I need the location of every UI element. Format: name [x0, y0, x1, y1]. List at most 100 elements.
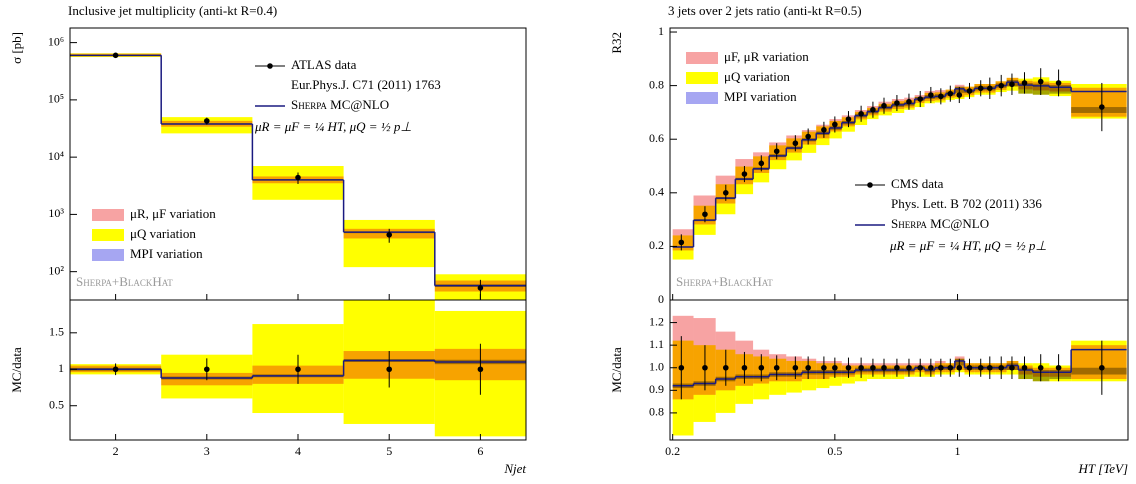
data-point — [858, 364, 864, 371]
y-tick-label: 1 — [58, 361, 64, 375]
y-tick-label: 0.5 — [49, 397, 64, 411]
legend-swatch — [92, 249, 124, 261]
y-tick-label: 0 — [658, 292, 664, 306]
data-point — [112, 366, 119, 373]
data-point — [894, 364, 900, 371]
main-plot — [70, 52, 526, 300]
data-point — [1055, 80, 1062, 86]
y-axis-label: MC/data — [9, 347, 24, 393]
panel-title: 3 jets over 2 jets ratio (anti-kt R=0.5) — [668, 3, 862, 18]
y-tick-label: 1.1 — [649, 337, 664, 351]
ratio-band — [1071, 367, 1127, 375]
legend-label: μQ variation — [724, 69, 790, 84]
data-point — [741, 171, 748, 177]
data-point — [917, 364, 924, 371]
data-point — [386, 232, 393, 238]
y-tick-label: 10⁴ — [48, 149, 64, 163]
legend-label: MPI variation — [724, 89, 797, 104]
y-tick-label: 1.0 — [649, 359, 664, 373]
data-point — [386, 366, 393, 373]
watermark: Sherpa+BlackHat — [76, 274, 173, 289]
data-point — [702, 364, 708, 371]
data-point — [832, 364, 838, 371]
data-point — [1037, 78, 1044, 85]
data-point — [295, 366, 301, 373]
ratio-plot — [672, 315, 1127, 436]
band — [161, 117, 253, 134]
data-point — [805, 364, 811, 371]
legend-label: CMS data — [891, 176, 944, 191]
data-point — [792, 364, 799, 371]
legend-marker — [267, 63, 273, 69]
band — [878, 103, 892, 116]
legend-marker — [867, 182, 873, 188]
data-point — [741, 364, 748, 371]
x-tick-label: 3 — [204, 444, 210, 458]
legend-reference: Phys. Lett. B 702 (2011) 336 — [891, 196, 1042, 211]
data-point — [977, 364, 984, 371]
y-tick-label: 1.2 — [649, 314, 664, 328]
data-point — [928, 92, 934, 98]
data-point — [295, 174, 301, 181]
legend-swatch — [686, 72, 718, 84]
x-tick-label: 6 — [477, 444, 483, 458]
legend-label: μQ variation — [130, 226, 196, 241]
data-point — [906, 98, 912, 105]
y-axis-label: MC/data — [609, 347, 624, 393]
data-point — [773, 364, 780, 371]
data-point — [805, 133, 811, 140]
y-tick-label: 0.8 — [649, 77, 664, 91]
data-point — [956, 364, 963, 371]
y-tick-label: 1 — [658, 24, 664, 38]
data-point — [986, 364, 993, 371]
frame — [669, 299, 1129, 441]
data-point — [792, 140, 799, 147]
data-point — [112, 52, 119, 59]
data-point — [966, 364, 973, 371]
ratio-band — [1049, 370, 1072, 380]
ratio-band — [816, 363, 830, 389]
data-point — [477, 366, 484, 373]
data-point — [821, 364, 827, 371]
data-point — [881, 364, 887, 371]
x-axis-label: Njet — [503, 461, 526, 476]
legend-swatch — [92, 229, 124, 241]
data-point — [1009, 364, 1015, 371]
legend-formula: μR = μF = ¼ HT, μQ = ½ p⊥ — [889, 238, 1047, 253]
panel-title: Inclusive jet multiplicity (anti-kt R=0.… — [68, 3, 277, 18]
data-point — [678, 239, 685, 246]
data-point — [1055, 364, 1062, 371]
band — [914, 96, 925, 108]
band — [1049, 85, 1072, 94]
data-point — [702, 211, 708, 218]
data-point — [947, 90, 954, 97]
y-tick-label: 0.6 — [649, 131, 664, 145]
ratio-band — [1018, 367, 1033, 380]
legend-reference: Eur.Phys.J. C71 (2011) 1763 — [291, 77, 441, 92]
legend-swatch — [686, 92, 718, 104]
legend-label: μF, μR variation — [724, 49, 809, 64]
y-axis-label: σ [pb] — [9, 32, 24, 64]
data-point — [906, 364, 912, 371]
legend-label: Sherpa MC@NLO — [291, 97, 389, 112]
data-point — [998, 82, 1005, 89]
legend-swatch — [92, 209, 124, 221]
legend-swatch — [686, 52, 718, 64]
x-tick-label: 2 — [113, 444, 119, 458]
y-tick-label: 10³ — [48, 206, 64, 220]
y-tick-label: 0.9 — [649, 382, 664, 396]
data-point — [845, 364, 852, 371]
x-tick-label: 5 — [386, 444, 392, 458]
y-tick-label: 10² — [48, 263, 64, 277]
x-axis-label: HT [TeV] — [1078, 461, 1129, 476]
y-tick-label: 10⁵ — [48, 92, 64, 106]
data-point — [881, 102, 887, 109]
data-point — [204, 366, 210, 373]
band — [1071, 84, 1127, 119]
data-point — [894, 100, 900, 106]
data-point — [956, 92, 963, 98]
data-point — [938, 93, 944, 100]
watermark: Sherpa+BlackHat — [676, 274, 773, 289]
y-tick-label: 0.4 — [649, 185, 664, 199]
